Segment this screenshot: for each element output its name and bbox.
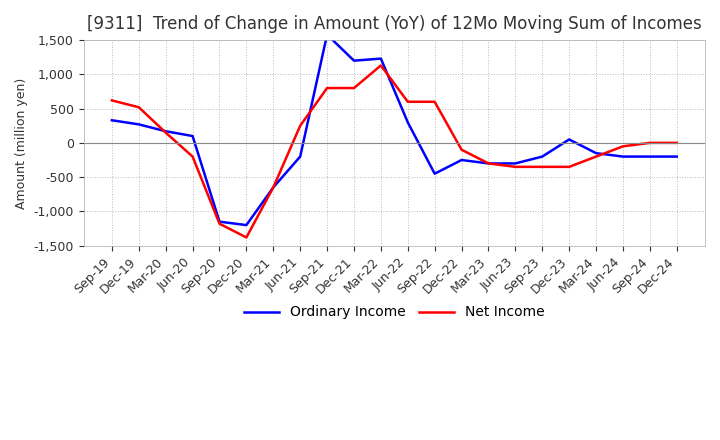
Ordinary Income <box>188 133 197 139</box>
Net Income <box>431 99 439 104</box>
Ordinary Income <box>511 161 520 166</box>
Net Income <box>592 154 600 159</box>
Ordinary Income <box>565 137 574 142</box>
Net Income <box>242 235 251 240</box>
Ordinary Income <box>377 56 385 61</box>
Ordinary Income <box>538 154 546 159</box>
Ordinary Income <box>618 154 627 159</box>
Ordinary Income <box>646 154 654 159</box>
Net Income <box>161 130 170 135</box>
Net Income <box>135 105 143 110</box>
Ordinary Income <box>431 171 439 176</box>
Net Income <box>188 154 197 159</box>
Net Income <box>538 164 546 169</box>
Ordinary Income <box>403 120 412 125</box>
Ordinary Income <box>672 154 681 159</box>
Net Income <box>269 185 278 190</box>
Net Income <box>618 144 627 149</box>
Net Income <box>296 123 305 128</box>
Line: Net Income: Net Income <box>112 66 677 238</box>
Net Income <box>565 164 574 169</box>
Net Income <box>377 63 385 68</box>
Ordinary Income <box>592 150 600 156</box>
Legend: Ordinary Income, Net Income: Ordinary Income, Net Income <box>238 300 550 325</box>
Ordinary Income <box>296 154 305 159</box>
Ordinary Income <box>161 128 170 134</box>
Net Income <box>457 147 466 152</box>
Net Income <box>672 140 681 146</box>
Ordinary Income <box>215 219 224 224</box>
Ordinary Income <box>350 58 359 63</box>
Net Income <box>107 98 116 103</box>
Ordinary Income <box>242 223 251 228</box>
Net Income <box>323 85 331 91</box>
Ordinary Income <box>323 32 331 37</box>
Ordinary Income <box>484 161 492 166</box>
Ordinary Income <box>457 158 466 163</box>
Y-axis label: Amount (million yen): Amount (million yen) <box>15 77 28 209</box>
Title: [9311]  Trend of Change in Amount (YoY) of 12Mo Moving Sum of Incomes: [9311] Trend of Change in Amount (YoY) o… <box>87 15 702 33</box>
Ordinary Income <box>135 122 143 127</box>
Ordinary Income <box>269 185 278 190</box>
Line: Ordinary Income: Ordinary Income <box>112 35 677 225</box>
Net Income <box>403 99 412 104</box>
Net Income <box>350 85 359 91</box>
Net Income <box>511 164 520 169</box>
Net Income <box>484 161 492 166</box>
Net Income <box>215 221 224 226</box>
Net Income <box>646 140 654 146</box>
Ordinary Income <box>107 117 116 123</box>
